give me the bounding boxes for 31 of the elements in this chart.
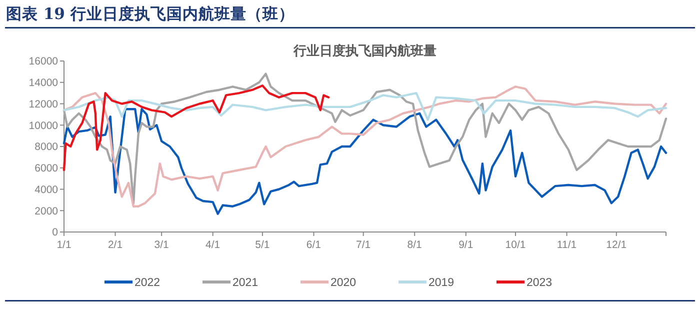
x-tick-label: 5/1 — [255, 239, 270, 251]
y-tick-label: 16000 — [28, 56, 58, 68]
legend-label: 2021 — [232, 277, 258, 290]
y-tick-label: 4000 — [34, 184, 58, 196]
x-tick-label: 8/1 — [407, 239, 422, 251]
legend-label: 2023 — [526, 277, 552, 290]
x-tick-label: 12/1 — [606, 239, 627, 251]
x-tick-label: 9/1 — [458, 239, 474, 251]
x-tick-label: 4/1 — [206, 239, 220, 251]
x-tick-label: 1/1 — [56, 239, 72, 251]
line-series — [62, 108, 668, 215]
x-tick-label: 3/1 — [154, 239, 170, 251]
y-tick-label: 0 — [52, 226, 58, 239]
x-tick-label: 6/1 — [306, 239, 322, 251]
line-series — [62, 92, 668, 121]
line-series — [62, 84, 330, 172]
y-tick-label: 2000 — [34, 205, 58, 218]
legend-label: 2020 — [330, 277, 356, 290]
y-tick-label: 8000 — [34, 141, 58, 154]
x-tick-label: 11/1 — [556, 239, 577, 251]
y-tick-label: 10000 — [28, 120, 58, 132]
y-tick-label: 6000 — [34, 162, 58, 175]
chart-title: 图表 19 行业日度执飞国内航班量（班） — [6, 4, 294, 23]
x-tick-label: 2/1 — [108, 239, 123, 251]
x-tick-label: 7/1 — [356, 239, 371, 251]
chart-subtitle: 行业日度执飞国内航班量 — [292, 43, 436, 58]
x-tick-label: 10/1 — [505, 239, 526, 251]
legend-label: 2019 — [428, 277, 454, 290]
y-tick-label: 12000 — [28, 98, 58, 110]
y-tick-label: 14000 — [28, 77, 58, 90]
legend-label: 2022 — [134, 277, 160, 290]
